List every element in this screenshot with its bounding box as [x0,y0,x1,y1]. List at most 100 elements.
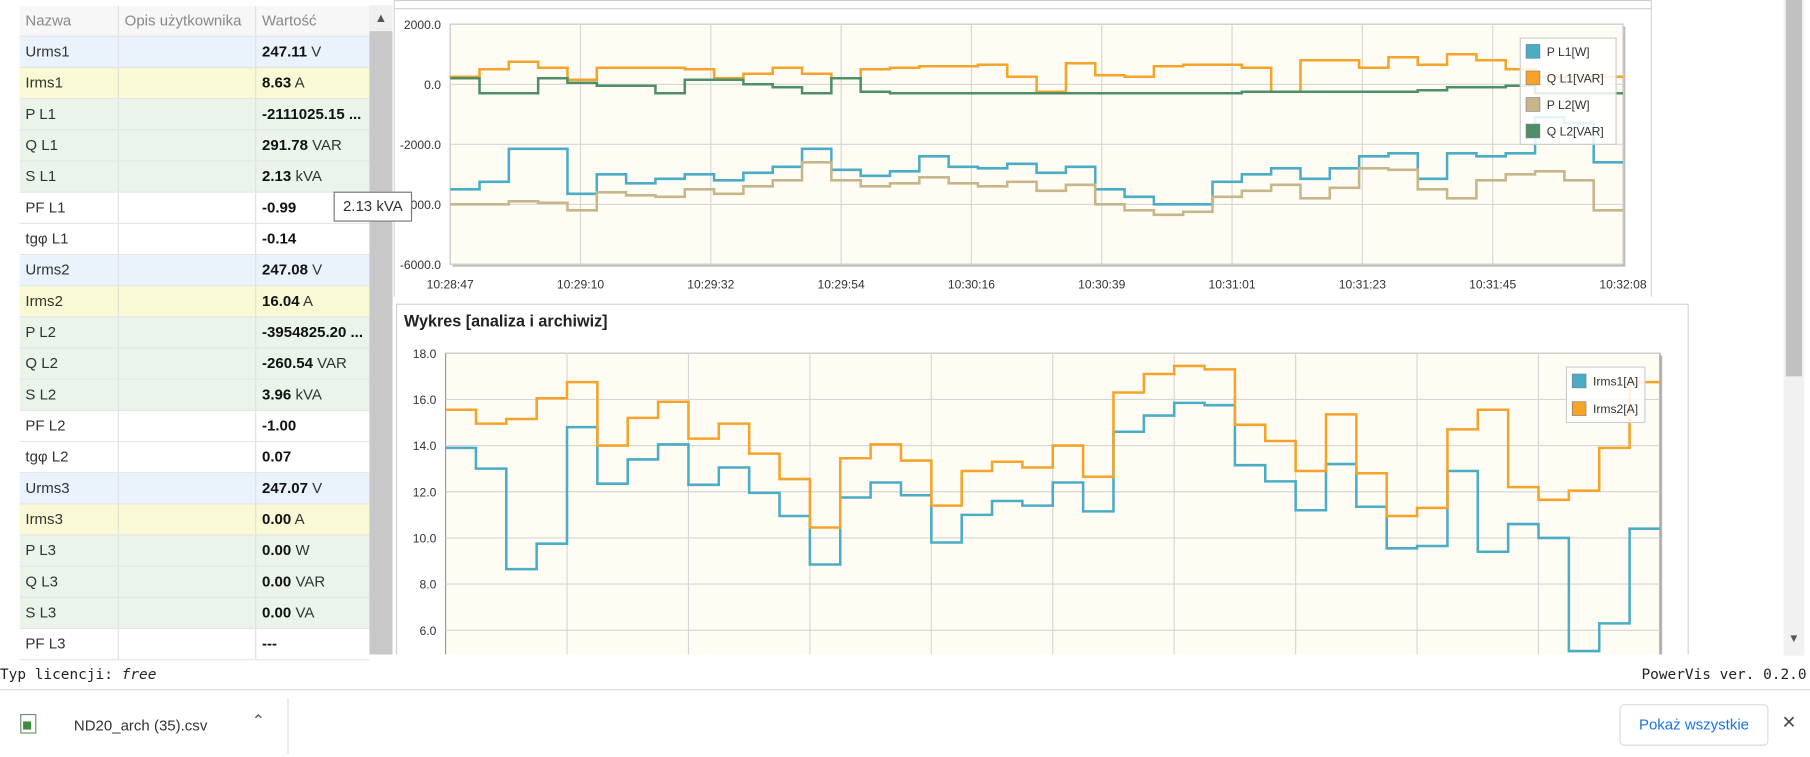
x-tick-label: 10:32:08 [1599,278,1646,292]
row-value-cell: 247.07 V [256,473,369,503]
series-line [450,161,1624,217]
table-row: S L2 3.96 kVA [19,379,370,411]
row-description [119,286,257,317]
row-value-cell: -2111025.15 ... [256,99,369,129]
row-description [119,535,257,566]
legend-label: P L2[W] [1547,98,1590,112]
row-name: S L2 [20,379,119,410]
row-unit: VA [295,603,315,622]
divider [287,698,289,754]
series-line [445,364,1660,529]
row-value: 291.78 [262,136,308,154]
row-value-cell: -0.99 [256,193,369,223]
scroll-up[interactable]: ▲ [369,5,393,32]
row-value: -2111025.15 ... [262,105,362,123]
row-name: Urms2 [20,255,119,286]
row-name: Q L1 [20,130,119,161]
y-tick-label: 12.0 [413,485,437,499]
x-tick-label: 10:28:47 [427,278,474,292]
row-unit: V [311,42,322,61]
row-value: -0.99 [262,198,297,216]
row-value: 247.08 [262,260,308,279]
y-tick-label: 16.0 [413,393,437,407]
scroll-thumb[interactable] [1785,0,1802,377]
column-header: Opis użytkownika [119,5,257,36]
row-description [119,566,257,597]
table-row: P L3 0.00 W [19,535,370,567]
table-row: P L2 -3954825.20 ... [19,317,370,349]
row-value-cell: 0.00 W [256,536,369,566]
file-icon [20,713,37,734]
table-row: PF L3 --- [19,629,370,661]
page-scrollbar[interactable]: ▼ [1783,0,1805,656]
row-value-cell: 291.78 VAR [256,130,369,160]
row-value-cell: 0.07 [256,442,369,472]
table-row: Irms2 16.04 A [19,286,370,318]
row-value-cell: -1.00 [256,411,369,441]
legend-swatch [1525,123,1541,139]
table-row: PF L1 -0.99 [19,192,370,224]
table-row: tgφ L1 -0.14 [19,223,370,256]
row-value-cell: 16.04 A [256,286,369,316]
row-value: 247.11 [262,42,308,61]
row-description [119,629,257,660]
row-value: 2.13 [262,167,292,185]
row-description [119,68,257,99]
legend-swatch [1571,401,1587,416]
table-scrollbar[interactable]: ▲ [369,5,393,655]
row-name: PF L2 [20,410,119,441]
scroll-down[interactable]: ▼ [1788,632,1800,646]
y-tick-label: 2000.0 [404,18,441,32]
row-description [119,255,257,286]
row-value: -260.54 [262,354,313,372]
row-name: Irms3 [20,504,119,535]
y-tick-label: -6000.0 [400,258,441,272]
download-file[interactable]: ND20_arch (35).csv [73,716,208,735]
row-value: --- [262,634,278,653]
row-value: 0.07 [262,447,292,466]
y-tick-label: 0.0 [424,78,441,92]
legend-label: Q L1[VAR] [1547,72,1604,86]
row-name: Urms3 [20,473,119,504]
row-value: -1.00 [262,416,297,435]
row-unit: VAR [295,572,326,590]
row-description [119,223,257,254]
table-row: Urms1 247.11 V [19,36,370,69]
close-button[interactable]: × [1782,709,1796,736]
x-tick-label: 10:31:01 [1208,278,1255,292]
license: Typ licencji: free [0,665,156,682]
row-description [119,473,257,504]
legend-swatch [1571,373,1587,389]
x-tick-label: 10:31:23 [1339,278,1386,292]
row-unit: V [312,479,323,497]
row-unit: VAR [317,354,347,372]
legend-swatch [1525,70,1541,86]
x-tick-label: 10:29:54 [818,278,865,292]
chart-panel: Wykres [analiza i archiwiz] 18.0 16.0 14.0 1… [395,303,1689,655]
legend-swatch [1525,44,1541,59]
table-row: Urms3 247.07 V [19,473,370,505]
y-tick-label: -2000.0 [400,138,441,152]
row-name: P L1 [20,99,119,130]
row-description [119,410,257,441]
table-row: P L1 -2111025.15 ... [19,99,370,131]
table-row: PF L2 -1.00 [19,410,370,443]
table-row: Q L1 291.78 VAR [19,130,370,162]
show-all-button[interactable]: Pokaż wszystkie [1619,704,1769,746]
row-description [119,442,257,473]
download-menu[interactable]: ⌃ [251,711,266,730]
row-name: P L2 [20,317,119,348]
y-tick-label: 18.0 [413,347,437,361]
x-tick-label: 10:29:32 [687,278,734,292]
row-name: PF L3 [20,629,119,660]
column-header: Nazwa [20,5,119,36]
row-value: 0.00 [262,603,292,622]
row-value: 0.00 [262,510,292,528]
row-description [119,317,257,348]
row-value: -3954825.20 ... [262,323,364,341]
row-value: 3.96 [262,385,292,403]
row-value-cell: 2.13 kVA [256,162,369,192]
row-value-cell: 0.00 A [256,504,369,534]
row-value-cell: -260.54 VAR [256,349,369,379]
table-row: Q L3 0.00 VAR [19,566,370,598]
